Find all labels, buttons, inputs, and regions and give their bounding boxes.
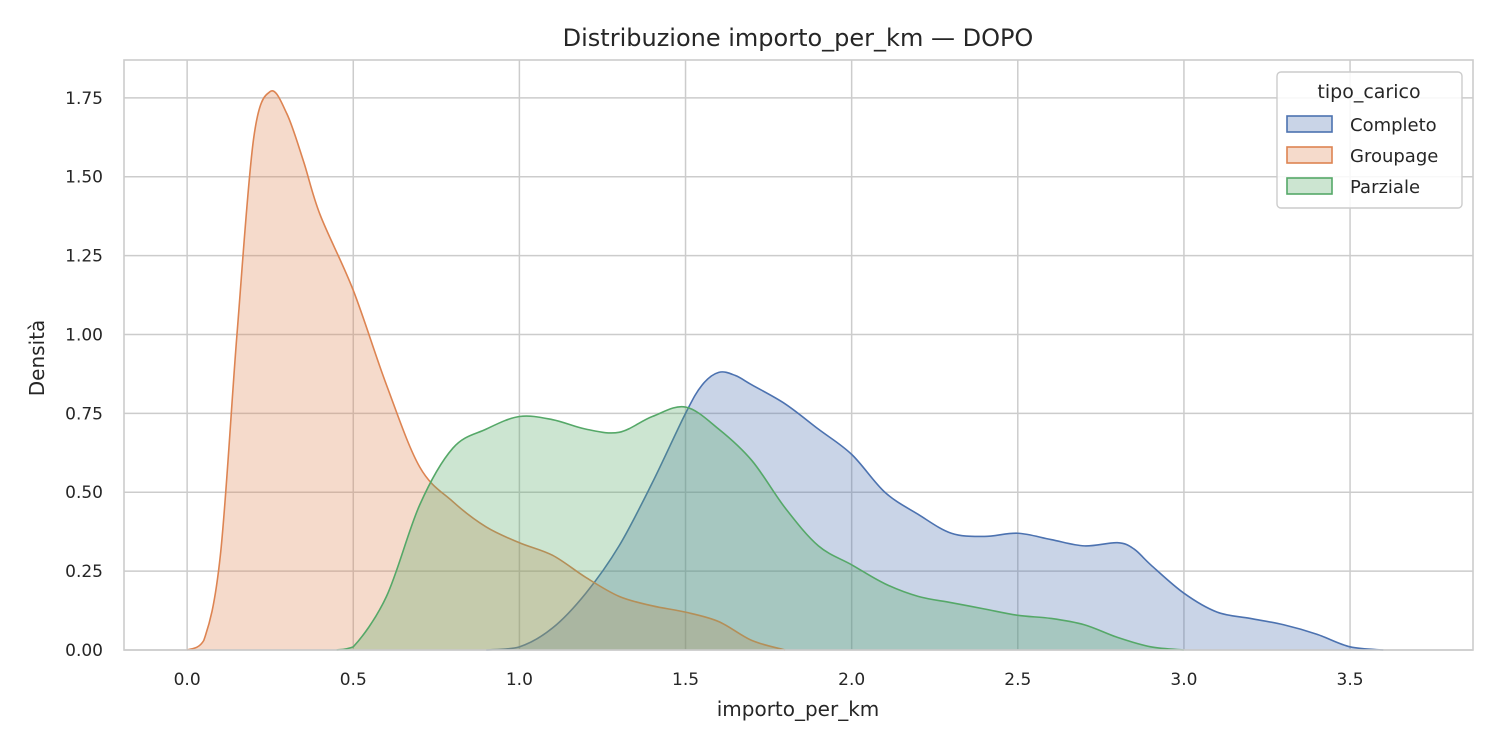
series-area-groupage xyxy=(187,90,786,651)
x-tick-label: 3.0 xyxy=(1170,670,1197,690)
legend-swatch-groupage xyxy=(1286,146,1333,164)
legend-box xyxy=(1276,71,1463,209)
legend-title: tipo_carico xyxy=(1317,81,1420,103)
y-tick-label: 0.50 xyxy=(65,483,103,503)
x-tick-label: 2.5 xyxy=(1004,670,1031,690)
y-tick-label: 1.50 xyxy=(65,168,103,188)
y-tick-label: 1.25 xyxy=(65,247,103,267)
plot-frame xyxy=(123,59,1474,651)
legend-label-completo: Completo xyxy=(1350,115,1437,136)
legend-items: Completo Groupage Parziale xyxy=(1286,115,1438,198)
x-tick-label: 1.0 xyxy=(506,670,533,690)
x-tick-label: 2.0 xyxy=(838,670,865,690)
x-tick-label: 1.5 xyxy=(672,670,699,690)
x-axis-label: importo_per_km xyxy=(717,697,880,721)
series-line-groupage xyxy=(186,90,786,651)
x-tick-label: 0.0 xyxy=(174,670,201,690)
series-area-completo xyxy=(486,371,1384,650)
series-line-completo xyxy=(486,371,1384,651)
chart-title: Distribuzione importo_per_km — DOPO xyxy=(563,24,1034,52)
y-tick-label: 0.75 xyxy=(65,404,103,424)
legend: tipo_carico Completo Groupage Parziale xyxy=(1276,71,1463,209)
x-tick-label: 3.5 xyxy=(1337,670,1364,690)
legend-swatch-completo xyxy=(1286,115,1333,133)
series-line-parziale xyxy=(336,405,1185,651)
y-tick-label: 1.75 xyxy=(65,89,103,109)
y-tick-labels: 0.00 0.25 0.50 0.75 1.00 1.25 1.50 1.75 xyxy=(65,89,103,661)
y-tick-label: 0.25 xyxy=(65,562,103,582)
y-tick-label: 1.00 xyxy=(65,325,103,345)
legend-swatch-parziale xyxy=(1286,177,1333,195)
series-group xyxy=(186,90,1384,651)
y-tick-label: 0.00 xyxy=(65,641,103,661)
x-tick-labels: 0.0 0.5 1.0 1.5 2.0 2.5 3.0 3.5 xyxy=(174,670,1364,690)
y-axis-label: Densità xyxy=(25,320,49,396)
x-tick-label: 0.5 xyxy=(340,670,367,690)
legend-label-groupage: Groupage xyxy=(1350,146,1438,167)
series-area-parziale xyxy=(336,406,1184,650)
legend-label-parziale: Parziale xyxy=(1350,177,1420,198)
